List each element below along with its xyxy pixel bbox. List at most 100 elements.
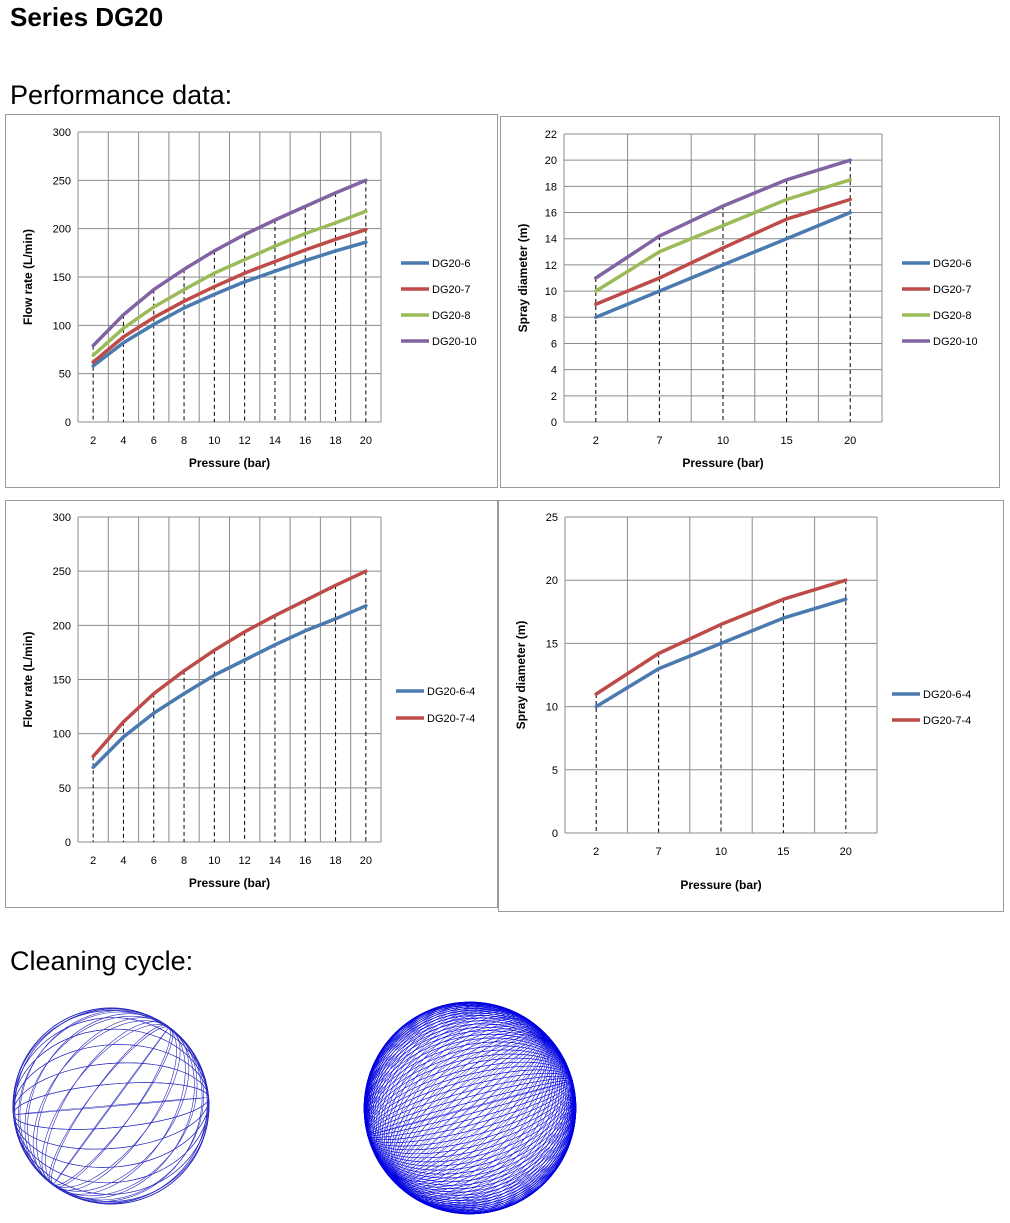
spray-track (14, 1008, 208, 1204)
y-tick-label: 150 (53, 272, 71, 284)
spray-track (13, 1082, 209, 1130)
spray-track (392, 1035, 548, 1181)
y-tick-label: 4 (551, 365, 557, 377)
spray-track (371, 1026, 569, 1190)
y-tick-label: 150 (53, 675, 71, 687)
spray-track (12, 1007, 210, 1205)
x-tick-label: 10 (208, 435, 220, 447)
x-tick-label: 18 (329, 435, 341, 447)
legend-label: DG20-7 (432, 284, 471, 296)
series-line-dg20-8 (594, 178, 852, 293)
x-tick-label: 12 (239, 855, 251, 867)
y-tick-label: 0 (65, 837, 71, 849)
y-tick-label: 6 (551, 338, 557, 350)
x-tick-label: 12 (239, 435, 251, 447)
spray-track (12, 1028, 210, 1184)
y-tick-label: 300 (53, 512, 71, 524)
y-axis-title: Flow rate (L/min) (21, 631, 35, 727)
spray-track (367, 1078, 573, 1138)
spray-track (18, 1011, 204, 1201)
x-tick-label: 14 (269, 855, 281, 867)
y-tick-label: 250 (53, 175, 71, 187)
x-tick-label: 2 (593, 846, 599, 858)
series-line-dg20-7 (594, 197, 852, 306)
flow-rate-chart-main-svg: 0 50 100 150 200 250 300 2 4 6 8 10 12 14 16 18 20 Pressu… (21, 127, 477, 470)
series-line-dg20-6-4 (594, 597, 848, 709)
x-tick-label: 20 (844, 435, 856, 447)
spray-track (12, 1017, 210, 1195)
spray-diameter-chart-4: 0 5 10 15 20 25 2 7 10 15 20 Pressure (bar) Spray di… (498, 500, 1004, 912)
spray-track (12, 1010, 210, 1202)
y-tick-label: 250 (53, 566, 71, 578)
x-tick-label: 7 (656, 435, 662, 447)
sparse-spiral-sphere-svg (12, 1007, 210, 1205)
x-axis-title: Pressure (bar) (682, 456, 763, 470)
x-tick-label: 6 (151, 435, 157, 447)
sphere-outline (12, 1007, 210, 1205)
spray-track (389, 1037, 551, 1179)
x-tick-label: 15 (777, 846, 789, 858)
legend-label: DG20-8 (933, 310, 972, 322)
y-tick-label: 22 (545, 129, 557, 141)
legend-label: DG20-7 (933, 284, 972, 296)
legend-label: DG20-6-4 (427, 686, 475, 698)
spray-track (12, 1044, 210, 1168)
spray-track (12, 1017, 210, 1195)
spray-track (52, 1026, 170, 1186)
x-tick-label: 16 (299, 855, 311, 867)
series-line-dg20-10 (594, 158, 852, 280)
flow-rate-chart-main: 0 50 100 150 200 250 300 2 4 6 8 10 12 14 16 18 20 Pressu… (5, 114, 498, 488)
performance-heading: Performance data: (10, 80, 233, 110)
page-title: Series DG20 (10, 2, 164, 32)
spray-track (19, 1010, 203, 1202)
spray-track (367, 1080, 573, 1136)
x-axis-title: Pressure (bar) (680, 878, 761, 892)
y-tick-label: 200 (53, 224, 71, 236)
y-tick-label: 300 (53, 127, 71, 139)
y-tick-label: 200 (53, 620, 71, 632)
y-tick-label: 8 (551, 312, 557, 324)
flow-rate-chart-4: 0 50 100 150 200 250 300 2 4 6 8 10 12 14 16 18 20 Pressu… (5, 500, 498, 908)
legend-label: DG20-7-4 (923, 715, 971, 727)
y-tick-label: 2 (551, 391, 557, 403)
x-tick-label: 2 (593, 435, 599, 447)
legend-label: DG20-10 (933, 336, 978, 348)
y-tick-label: 0 (65, 417, 71, 429)
spray-track (12, 1044, 210, 1168)
y-tick-label: 20 (545, 155, 557, 167)
x-tick-label: 10 (715, 846, 727, 858)
y-tick-label: 10 (546, 702, 558, 714)
spray-track (12, 1028, 210, 1184)
spray-track (12, 1010, 210, 1202)
x-tick-label: 20 (840, 846, 852, 858)
y-tick-label: 18 (545, 181, 557, 193)
spray-track (14, 1008, 208, 1204)
y-tick-label: 20 (546, 575, 558, 587)
series-line-dg20-10 (91, 178, 368, 348)
series-line-dg20-8 (91, 209, 368, 358)
dense-spiral-sphere-pattern (360, 998, 580, 1218)
x-tick-label: 20 (360, 435, 372, 447)
spray-track (365, 1023, 575, 1193)
series-line-dg20-6 (594, 210, 852, 320)
y-tick-label: 14 (545, 234, 557, 246)
x-axis-title: Pressure (bar) (189, 876, 270, 890)
y-tick-label: 25 (546, 512, 558, 524)
spray-track (375, 1032, 565, 1184)
y-tick-label: 100 (53, 320, 71, 332)
x-axis-title: Pressure (bar) (189, 456, 270, 470)
x-tick-label: 4 (120, 855, 126, 867)
y-axis-title: Spray diameter (m) (516, 224, 530, 333)
x-tick-label: 6 (151, 855, 157, 867)
series-line-dg20-7-4 (91, 569, 368, 759)
spray-track (365, 1023, 575, 1193)
x-tick-label: 14 (269, 435, 281, 447)
y-tick-label: 15 (546, 638, 558, 650)
x-tick-label: 4 (120, 435, 126, 447)
x-tick-label: 10 (717, 435, 729, 447)
dense-spiral-sphere-svg (363, 1001, 577, 1215)
spray-track (12, 1007, 210, 1205)
y-axis-title: Flow rate (L/min) (21, 229, 35, 325)
spray-track (367, 1073, 573, 1143)
